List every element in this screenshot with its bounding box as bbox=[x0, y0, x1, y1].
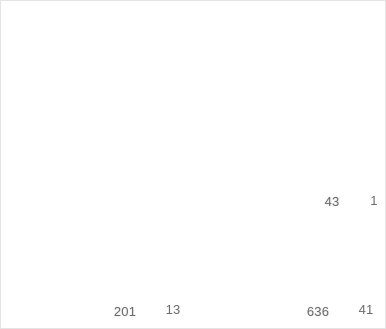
number-cell[interactable]: 43 bbox=[324, 194, 340, 209]
number-cell[interactable]: 201 bbox=[113, 304, 137, 319]
number-cell[interactable]: 1 bbox=[370, 193, 378, 208]
number-cell[interactable]: 13 bbox=[165, 302, 181, 317]
number-cell[interactable]: 636 bbox=[306, 304, 330, 319]
number-cell[interactable]: 41 bbox=[358, 302, 374, 317]
